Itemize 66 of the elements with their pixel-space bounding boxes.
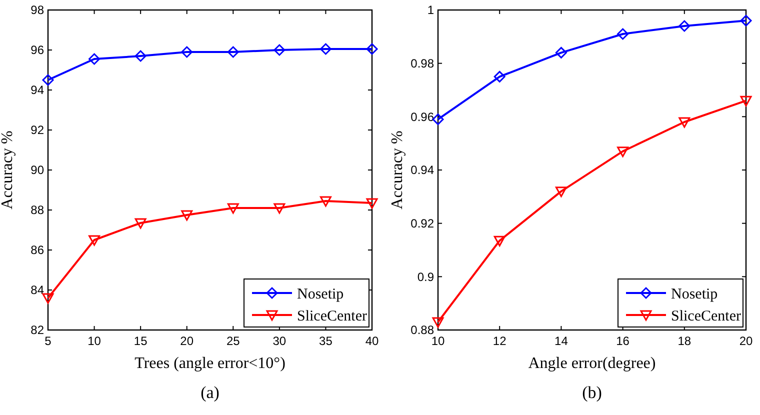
x-axis-title: Trees (angle error<10°) (134, 355, 286, 372)
point (88, 53, 100, 65)
point (740, 96, 752, 106)
point (181, 46, 193, 58)
x-tick-label: 5 (44, 334, 52, 348)
text: (b) (582, 383, 602, 402)
point (366, 198, 378, 209)
point (88, 235, 100, 246)
y-tick-label: 84 (30, 283, 44, 298)
point (494, 236, 506, 246)
y-tick-label: 0.92 (410, 216, 434, 231)
point (432, 317, 444, 328)
y-tick-label: 98 (30, 3, 44, 18)
y-tick-label: 94 (30, 83, 44, 98)
y-axis-title: Accuracy % (0, 130, 16, 210)
point (42, 74, 54, 86)
y-tick-label: 0.98 (410, 56, 434, 71)
x-tick-label: 25 (226, 334, 240, 348)
point (320, 196, 332, 207)
y-tick-label: 90 (30, 163, 44, 178)
point (617, 146, 629, 158)
text: (a) (200, 383, 220, 402)
y-tick-label: 86 (30, 243, 44, 258)
legend-label: SliceCenter (671, 308, 741, 324)
point (678, 117, 690, 128)
point (227, 46, 239, 58)
y-tick-label: 0.94 (410, 163, 434, 178)
point (181, 210, 193, 221)
legend-label: SliceCenter (297, 308, 367, 324)
legend-label: Nosetip (297, 286, 344, 302)
point (432, 114, 444, 126)
point (227, 203, 239, 214)
x-tick-label: 12 (492, 334, 507, 348)
point (617, 28, 629, 40)
point (740, 14, 752, 26)
x-tick-label: 15 (134, 334, 148, 348)
x-tick-label: 20 (180, 334, 194, 348)
point (366, 43, 378, 55)
y-tick-label: 96 (30, 43, 44, 58)
point (274, 44, 286, 56)
legend-label: Nosetip (671, 286, 718, 302)
y-tick-label: 92 (30, 123, 44, 138)
y-tick-label: 0.96 (410, 110, 434, 124)
x-axis-title: Angle error(degree) (528, 355, 656, 372)
y-tick-label: 1 (427, 3, 434, 18)
x-tick-label: 35 (319, 334, 333, 348)
point (494, 70, 506, 82)
y-tick-label: 88 (30, 203, 44, 218)
point (134, 50, 146, 62)
x-tick-label: 20 (739, 334, 753, 348)
y-tick-label: 0.9 (417, 270, 434, 284)
point (134, 218, 146, 229)
y-axis-title: Accuracy % (389, 130, 406, 210)
point (678, 20, 690, 32)
point (555, 186, 567, 198)
x-tick-label: 14 (554, 334, 568, 348)
point (42, 293, 54, 304)
point (274, 203, 286, 214)
x-tick-label: 18 (678, 334, 692, 348)
x-tick-label: 10 (88, 334, 102, 348)
y-tick-label: 82 (30, 323, 44, 338)
point (320, 43, 332, 55)
x-tick-label: 30 (272, 334, 286, 348)
point (555, 46, 567, 58)
x-tick-label: 16 (616, 334, 630, 348)
x-tick-label: 40 (365, 334, 379, 348)
